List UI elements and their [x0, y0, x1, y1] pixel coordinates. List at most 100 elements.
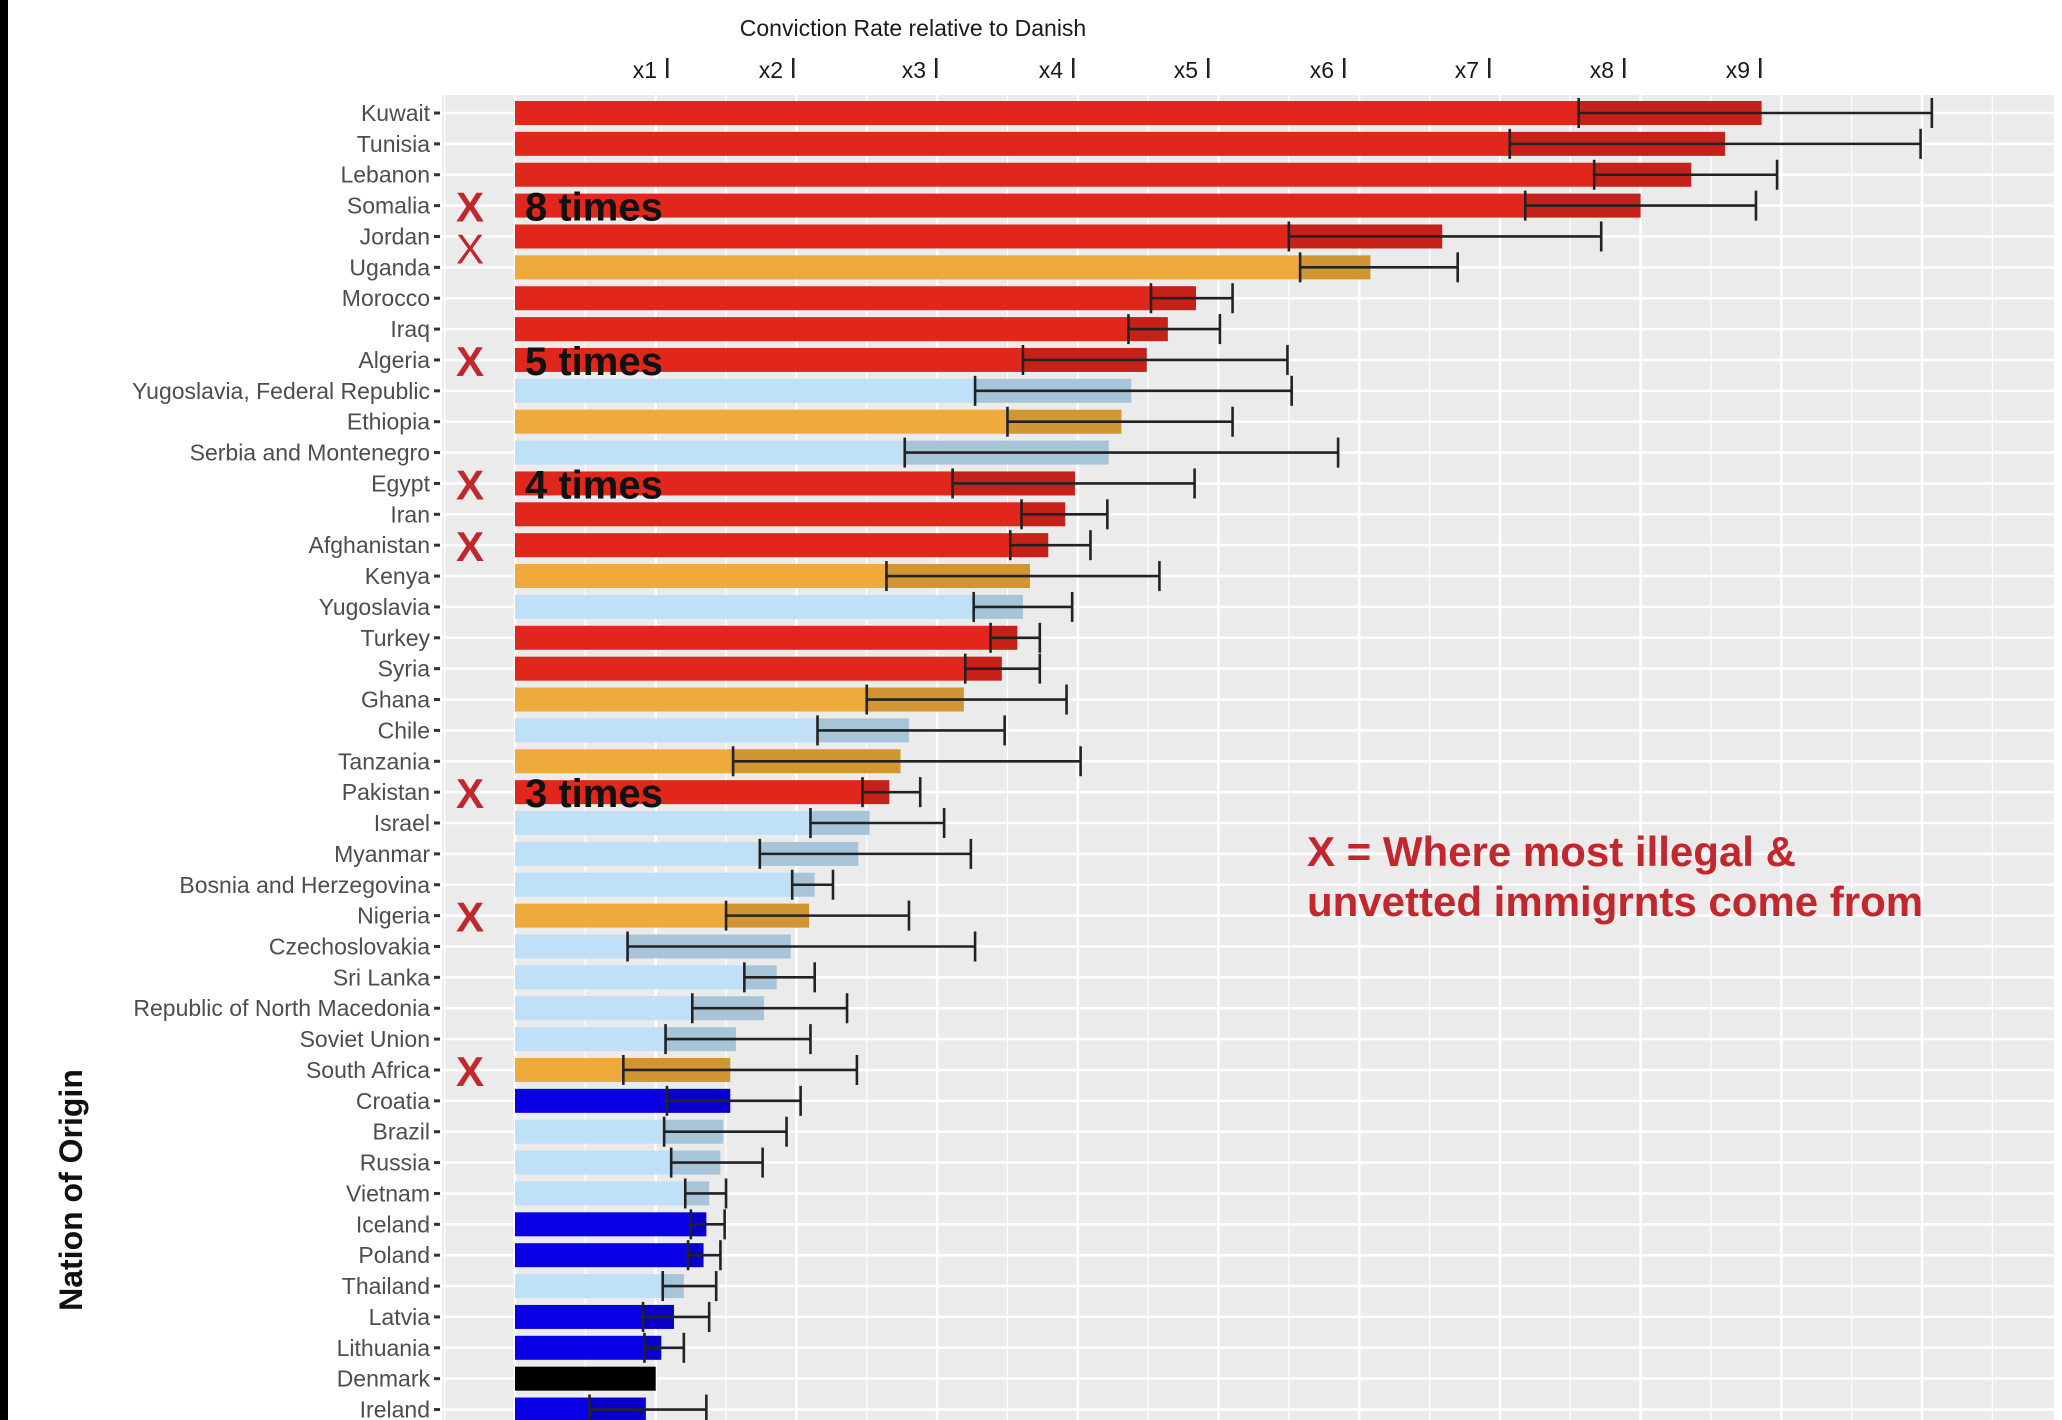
x-marker: X [456, 184, 484, 231]
category-label: Poland [358, 1242, 430, 1268]
y-tick-mark [434, 234, 440, 238]
y-tick-mark [434, 636, 440, 640]
category-label: Lithuania [337, 1335, 431, 1361]
bar [515, 101, 1762, 125]
bar [515, 1366, 656, 1391]
y-tick-mark [434, 605, 440, 609]
bar [515, 780, 890, 805]
bar [515, 1243, 704, 1268]
y-tick-mark [434, 1284, 440, 1288]
category-label: Turkey [361, 625, 431, 651]
y-tick-mark [434, 512, 440, 516]
y-tick-mark [434, 975, 440, 979]
y-tick-mark [434, 111, 440, 115]
x-tick-label: x6 [1310, 57, 1334, 83]
bar [515, 965, 777, 990]
category-label: Tanzania [338, 748, 430, 774]
category-label: Uganda [349, 254, 430, 280]
x-tick-mark [1759, 58, 1762, 78]
y-tick-mark [434, 1346, 440, 1350]
bar [515, 255, 1371, 280]
category-label: Kuwait [361, 100, 431, 126]
x-tick-mark [792, 58, 795, 78]
category-label: Algeria [358, 347, 430, 373]
category-label: Iran [390, 501, 430, 527]
bar [515, 317, 1168, 342]
bar [515, 193, 1641, 218]
category-label: Serbia and Montenegro [190, 440, 430, 466]
category-label: Syria [378, 656, 431, 682]
bar [515, 1335, 662, 1360]
x-axis-title: Conviction Rate relative to Danish [740, 15, 1086, 41]
bar [515, 872, 815, 897]
x-tick-label: x4 [1039, 57, 1064, 83]
y-tick-mark [434, 451, 440, 455]
y-tick-mark [434, 1130, 440, 1134]
category-label: Latvia [369, 1304, 431, 1330]
bar [515, 286, 1196, 311]
y-tick-mark [434, 944, 440, 948]
times-annotations: 8 times 5 times 4 times 3 times [525, 186, 663, 817]
y-tick-mark [434, 1377, 440, 1381]
x-marker: X [456, 338, 484, 385]
x-tick-mark [666, 58, 669, 78]
legend-note-line-2: unvetted immigrnts come from [1307, 878, 1923, 925]
category-labels: Kuwait Tunisia Lebanon Somalia Jordan Uganda M… [132, 100, 440, 1420]
y-tick-mark [434, 821, 440, 825]
category-label: Sri Lanka [333, 964, 430, 990]
x-marker: X [456, 894, 484, 941]
y-tick-mark [434, 142, 440, 146]
bar [515, 533, 1049, 558]
category-label: Czechoslovakia [269, 933, 430, 959]
x-tick-mark [1207, 58, 1210, 78]
category-label: Morocco [342, 285, 430, 311]
y-tick-mark [434, 1161, 440, 1165]
category-label: Nigeria [357, 903, 430, 929]
category-label: Kenya [365, 563, 430, 589]
times-annotation: 4 times [525, 463, 663, 507]
x-tick-label: x3 [902, 57, 926, 83]
y-tick-mark [434, 1099, 440, 1103]
x-tick-mark [1072, 58, 1075, 78]
x-marker: X [456, 770, 484, 817]
x-marker: X [456, 461, 484, 508]
category-label: Israel [374, 810, 430, 836]
y-tick-mark [434, 358, 440, 362]
category-label: Russia [360, 1150, 431, 1176]
times-annotation: 8 times [525, 186, 663, 230]
x-tick-label: x2 [759, 57, 783, 83]
category-label: Ghana [361, 687, 430, 713]
category-label: South Africa [306, 1057, 430, 1083]
bar [515, 1212, 707, 1237]
y-tick-mark [434, 698, 440, 702]
y-tick-mark [434, 1006, 440, 1010]
x-tick-mark [1623, 58, 1626, 78]
category-label: Thailand [342, 1273, 430, 1299]
y-tick-mark [434, 790, 440, 794]
y-tick-mark [434, 204, 440, 208]
x-tick-labels: x1 x2 x3 x4 x5 x6 x7 x8 x9 [633, 57, 1762, 83]
y-tick-mark [434, 389, 440, 393]
y-tick-mark [434, 1068, 440, 1072]
x-tick-label: x7 [1455, 57, 1479, 83]
y-tick-mark [434, 327, 440, 331]
x-tick-label: x9 [1726, 57, 1750, 83]
category-label: Lebanon [340, 162, 430, 188]
y-tick-mark [434, 728, 440, 732]
y-tick-mark [434, 1037, 440, 1041]
y-tick-mark [434, 1191, 440, 1195]
category-label: Afghanistan [309, 532, 430, 558]
bar [515, 1181, 710, 1206]
category-label: Vietnam [346, 1180, 430, 1206]
category-label: Iceland [356, 1211, 430, 1237]
x-tick-label: x1 [633, 57, 657, 83]
bar [515, 1397, 646, 1420]
x-tick-mark [1343, 58, 1346, 78]
category-label: Republic of North Macedonia [133, 995, 430, 1021]
y-tick-mark [434, 420, 440, 424]
y-tick-mark [434, 1315, 440, 1319]
category-label: Egypt [371, 470, 430, 496]
y-tick-mark [434, 852, 440, 856]
y-tick-mark [434, 296, 440, 300]
